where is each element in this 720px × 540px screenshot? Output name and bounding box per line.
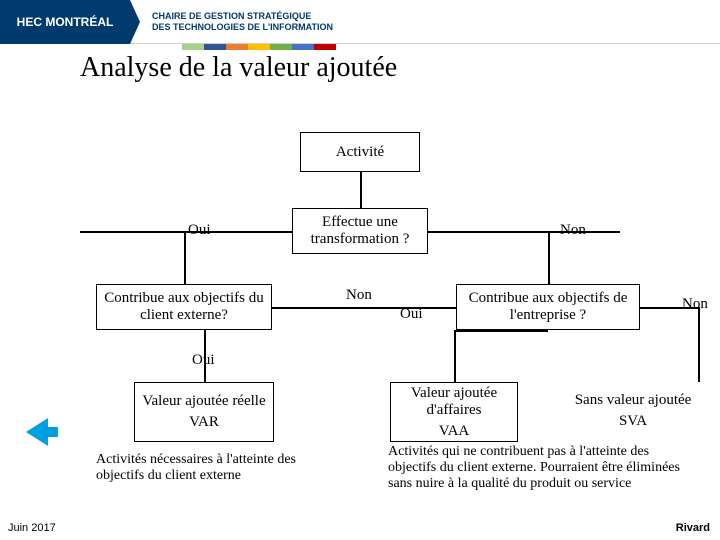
chaire-line2: DES TECHNOLOGIES DE L'INFORMATION (152, 22, 333, 32)
node-vaa-title: Valeur ajoutée d'affaires (397, 385, 511, 419)
back-arrow-icon[interactable] (26, 418, 48, 446)
footer-date: Juin 2017 (8, 522, 56, 534)
node-var-code: VAR (189, 414, 219, 431)
back-arrow-icon[interactable] (48, 427, 58, 437)
node-transform-label: Effectue une transformation ? (299, 214, 421, 248)
connector (360, 172, 362, 208)
edge-label-non: Non (682, 296, 708, 313)
node-transform-question: Effectue une transformation ? (292, 208, 428, 254)
var-description: Activités nécessaires à l'atteinte des o… (96, 452, 306, 484)
edge-label-oui: Oui (192, 352, 215, 369)
connector (454, 330, 456, 382)
node-sva: Sans valeur ajoutée SVA (558, 382, 708, 440)
node-sva-title: Sans valeur ajoutée (575, 392, 692, 409)
node-enterprise-question: Contribue aux objectifs de l'entreprise … (456, 284, 640, 330)
edge-label-non: Non (560, 222, 586, 239)
node-client-question: Contribue aux objectifs du client extern… (96, 284, 272, 330)
edge-label-oui: Oui (400, 306, 423, 323)
chaire-line1: CHAIRE DE GESTION STRATÉGIQUE (152, 11, 333, 21)
connector (548, 231, 550, 284)
node-activity: Activité (300, 132, 420, 172)
node-var-title: Valeur ajoutée réelle (142, 393, 265, 410)
node-enterprise-label: Contribue aux objectifs de l'entreprise … (463, 290, 633, 324)
connector (184, 231, 186, 284)
node-vaa: Valeur ajoutée d'affaires VAA (390, 382, 518, 442)
logo-triangle (130, 0, 140, 44)
node-sva-code: SVA (619, 413, 647, 430)
edge-label-non: Non (346, 287, 372, 304)
chaire-label: CHAIRE DE GESTION STRATÉGIQUE DES TECHNO… (152, 11, 333, 32)
connector (272, 307, 456, 309)
node-activity-label: Activité (336, 144, 384, 161)
header: HEC MONTRÉAL CHAIRE DE GESTION STRATÉGIQ… (0, 0, 720, 44)
node-client-label: Contribue aux objectifs du client extern… (103, 290, 265, 324)
node-vaa-code: VAA (439, 423, 470, 440)
connector (698, 307, 700, 383)
logo-text: HEC MONTRÉAL (17, 15, 114, 29)
sva-description: Activités qui ne contribuent pas à l'att… (388, 444, 698, 492)
footer-author: Rivard (676, 522, 710, 534)
edge-label-oui: Oui (188, 222, 211, 239)
decorative-color-strip (182, 44, 336, 50)
connector (454, 330, 548, 332)
node-var: Valeur ajoutée réelle VAR (134, 382, 274, 442)
page-title: Analyse de la valeur ajoutée (80, 52, 397, 84)
logo: HEC MONTRÉAL (0, 0, 130, 44)
